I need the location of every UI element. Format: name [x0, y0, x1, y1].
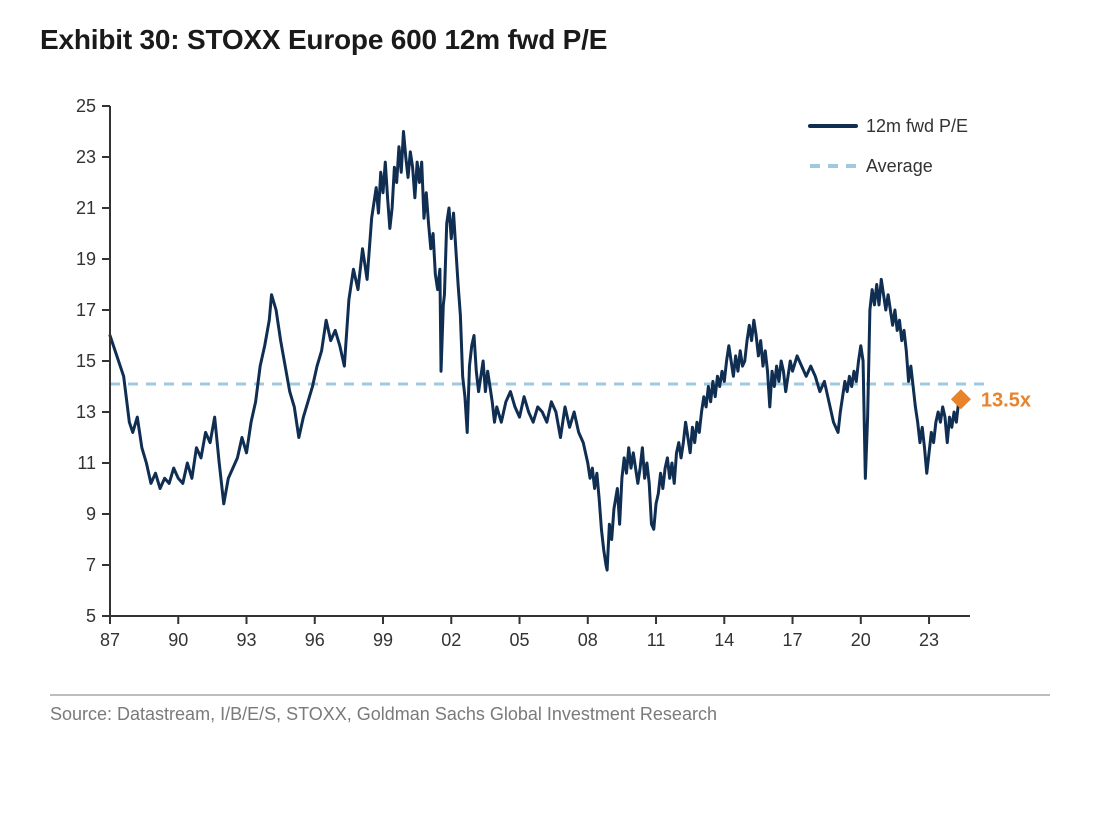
svg-text:12m fwd P/E: 12m fwd P/E	[866, 116, 968, 136]
svg-text:02: 02	[441, 630, 461, 650]
svg-text:93: 93	[236, 630, 256, 650]
svg-text:20: 20	[851, 630, 871, 650]
svg-text:19: 19	[76, 249, 96, 269]
svg-text:15: 15	[76, 351, 96, 371]
svg-text:7: 7	[86, 555, 96, 575]
source-text: Source: Datastream, I/B/E/S, STOXX, Gold…	[50, 704, 1060, 725]
svg-text:17: 17	[76, 300, 96, 320]
svg-text:96: 96	[305, 630, 325, 650]
svg-text:21: 21	[76, 198, 96, 218]
svg-text:99: 99	[373, 630, 393, 650]
exhibit-title: Exhibit 30: STOXX Europe 600 12m fwd P/E	[40, 24, 1060, 56]
svg-text:13: 13	[76, 402, 96, 422]
svg-text:Average: Average	[866, 156, 933, 176]
svg-text:90: 90	[168, 630, 188, 650]
svg-text:14: 14	[714, 630, 734, 650]
svg-text:05: 05	[510, 630, 530, 650]
svg-text:23: 23	[76, 147, 96, 167]
svg-text:08: 08	[578, 630, 598, 650]
svg-text:17: 17	[783, 630, 803, 650]
svg-text:23: 23	[919, 630, 939, 650]
svg-text:13.5x: 13.5x	[981, 389, 1031, 411]
svg-text:9: 9	[86, 504, 96, 524]
line-chart: 5 7 9 11 13 15 17 19 21 23 25 87 90 93 96 99 02 05 08 11 14 1…	[50, 76, 1050, 676]
page: Exhibit 30: STOXX Europe 600 12m fwd P/E…	[0, 0, 1100, 816]
divider	[50, 694, 1050, 696]
svg-text:87: 87	[100, 630, 120, 650]
svg-text:25: 25	[76, 96, 96, 116]
svg-text:5: 5	[86, 606, 96, 626]
svg-text:11: 11	[647, 630, 666, 650]
svg-text:11: 11	[77, 453, 96, 473]
chart-container: 5 7 9 11 13 15 17 19 21 23 25 87 90 93 96 99 02 05 08 11 14 1…	[50, 76, 1050, 676]
